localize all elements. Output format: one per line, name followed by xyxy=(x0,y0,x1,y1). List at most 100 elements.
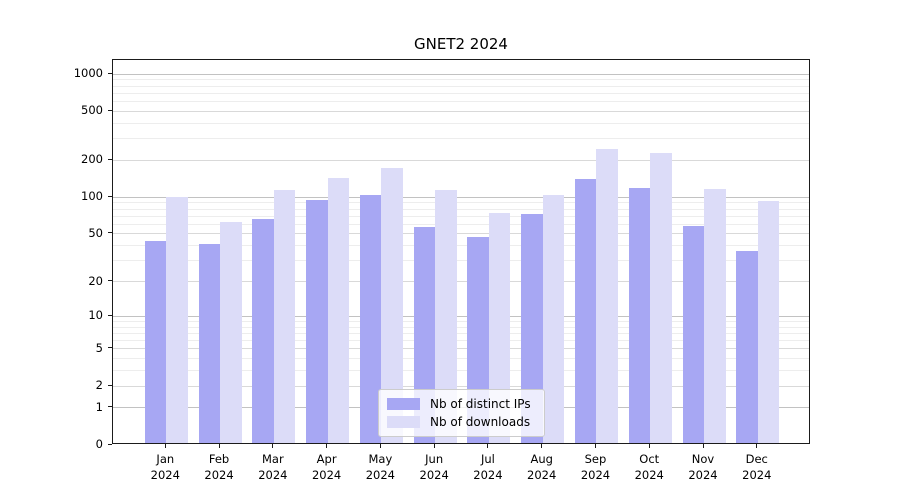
minor-gridline xyxy=(113,122,809,124)
minor-gridline xyxy=(113,138,809,140)
y-tick-mark xyxy=(108,280,112,282)
minor-gridline xyxy=(113,79,809,81)
y-tick-mark xyxy=(108,158,112,160)
minor-gridline xyxy=(113,223,809,225)
y-tick-label: 1 xyxy=(95,399,103,414)
legend: Nb of distinct IPs Nb of downloads xyxy=(378,389,545,437)
y-tick-mark xyxy=(108,232,112,234)
bar-distinct-ips-feb xyxy=(198,243,221,443)
bar-downloads-aug xyxy=(542,195,565,443)
x-tick-mark xyxy=(756,444,758,448)
y-tick-label: 2 xyxy=(95,378,103,393)
y-tick-mark xyxy=(108,443,112,445)
bar-distinct-ips-apr xyxy=(306,199,328,443)
x-tick-mark xyxy=(541,444,543,448)
legend-label: Nb of downloads xyxy=(430,415,531,429)
bar-downloads-nov xyxy=(704,189,726,443)
x-tick-label-may: May 2024 xyxy=(365,452,396,482)
bar-downloads-sep xyxy=(596,148,618,443)
minor-gridline xyxy=(113,208,809,210)
legend-entry-distinct-ips: Nb of distinct IPs xyxy=(387,397,536,411)
bar-distinct-ips-may xyxy=(359,195,382,443)
x-tick-mark xyxy=(379,444,381,448)
x-tick-label-jul: Jul 2024 xyxy=(473,452,503,482)
minor-gridline xyxy=(113,202,809,204)
minor-gridline xyxy=(113,326,809,328)
bar-downloads-jan xyxy=(166,196,188,443)
x-tick-mark xyxy=(272,444,274,448)
minor-gridline xyxy=(113,233,809,235)
x-tick-label-aug: Aug 2024 xyxy=(527,452,557,482)
minor-gridline xyxy=(113,332,809,334)
y-tick-label: 50 xyxy=(88,225,103,240)
minor-gridline xyxy=(113,215,809,217)
x-tick-label-oct: Oct 2024 xyxy=(634,452,664,482)
minor-gridline xyxy=(113,100,809,102)
y-tick-label: 10 xyxy=(88,308,103,323)
y-tick-mark xyxy=(108,195,112,197)
bar-distinct-ips-sep xyxy=(574,179,597,443)
major-gridline xyxy=(113,73,809,75)
minor-gridline xyxy=(113,159,809,161)
plot-area xyxy=(112,59,810,444)
x-tick-label-mar: Mar 2024 xyxy=(258,452,288,482)
minor-gridline xyxy=(113,385,809,387)
y-tick-label: 100 xyxy=(81,189,103,204)
x-tick-label-nov: Nov 2024 xyxy=(688,452,718,482)
x-tick-mark xyxy=(487,444,489,448)
y-tick-label: 0 xyxy=(95,437,103,451)
bar-downloads-dec xyxy=(757,200,780,443)
legend-swatch xyxy=(387,398,420,410)
x-tick-label-apr: Apr 2024 xyxy=(311,452,342,482)
minor-gridline xyxy=(113,320,809,322)
bar-downloads-mar xyxy=(273,190,296,443)
bar-downloads-jun xyxy=(435,190,457,443)
bar-downloads-apr xyxy=(327,178,350,443)
minor-gridline xyxy=(113,281,809,283)
minor-gridline xyxy=(113,340,809,342)
y-tick-mark xyxy=(108,109,112,111)
y-tick-label: 20 xyxy=(88,273,103,288)
minor-gridline xyxy=(113,370,809,372)
y-tick-label: 200 xyxy=(81,152,103,167)
x-tick-label-sep: Sep 2024 xyxy=(580,452,611,482)
x-tick-mark xyxy=(648,444,650,448)
x-tick-mark xyxy=(164,444,166,448)
x-tick-mark xyxy=(326,444,328,448)
x-tick-label-feb: Feb 2024 xyxy=(204,452,234,482)
bar-distinct-ips-oct xyxy=(628,187,651,443)
minor-gridline xyxy=(113,260,809,262)
y-tick-mark xyxy=(108,72,112,74)
major-gridline xyxy=(113,315,809,317)
x-tick-mark xyxy=(594,444,596,448)
bar-distinct-ips-mar xyxy=(252,218,274,443)
x-tick-label-jun: Jun 2024 xyxy=(419,452,449,482)
legend-label: Nb of distinct IPs xyxy=(430,397,531,411)
y-tick-mark xyxy=(108,314,112,316)
y-tick-label: 1000 xyxy=(73,66,103,81)
minor-gridline xyxy=(113,110,809,112)
minor-gridline xyxy=(113,358,809,360)
major-gridline xyxy=(113,196,809,198)
legend-swatch xyxy=(387,416,420,428)
bar-downloads-jul xyxy=(488,212,511,443)
bar-distinct-ips-aug xyxy=(521,214,543,443)
legend-entry-downloads: Nb of downloads xyxy=(387,415,536,429)
x-tick-label-jan: Jan 2024 xyxy=(150,452,180,482)
minor-gridline xyxy=(113,85,809,87)
chart-title: GNET2 2024 xyxy=(414,35,508,53)
y-tick-label: 5 xyxy=(95,340,103,355)
minor-gridline xyxy=(113,245,809,247)
bar-distinct-ips-dec xyxy=(736,250,758,443)
x-tick-mark xyxy=(702,444,704,448)
bar-distinct-ips-jun xyxy=(413,226,436,443)
bar-downloads-may xyxy=(381,167,403,443)
bar-downloads-feb xyxy=(220,222,242,443)
bar-downloads-oct xyxy=(650,153,672,443)
x-tick-mark xyxy=(218,444,220,448)
minor-gridline xyxy=(113,92,809,94)
y-tick-mark xyxy=(108,347,112,349)
x-tick-mark xyxy=(433,444,435,448)
x-tick-label-dec: Dec 2024 xyxy=(742,452,772,482)
